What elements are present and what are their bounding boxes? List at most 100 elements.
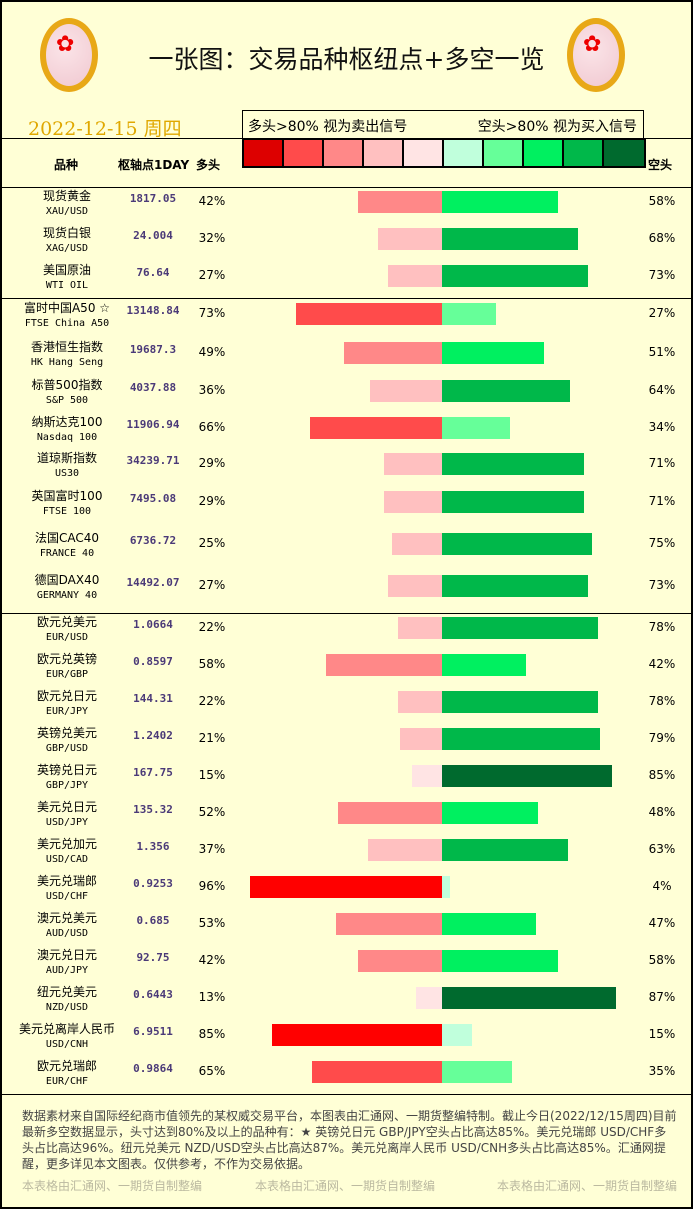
long-percent: 65%	[198, 1064, 226, 1078]
name-en: FTSE China A50	[24, 318, 110, 329]
watermark: 本表格由汇通网、一期货自制整编	[22, 1179, 203, 1193]
name-en: GBP/USD	[45, 743, 89, 754]
short-bar	[442, 765, 612, 787]
name-en: EUR/JPY	[45, 706, 89, 717]
col-short-header: 空头	[648, 158, 673, 172]
short-bar	[442, 380, 570, 402]
pivot-value: 0.8597	[133, 655, 173, 668]
long-bar	[296, 303, 442, 325]
pivot-value: 13148.84	[126, 304, 180, 317]
name-cn: 法国CAC40	[34, 531, 100, 545]
short-bar	[442, 575, 588, 597]
color-scale	[242, 138, 646, 168]
long-percent: 13%	[198, 990, 226, 1004]
long-bar	[388, 575, 442, 597]
long-percent: 49%	[198, 345, 226, 359]
long-percent: 15%	[198, 768, 226, 782]
name-cn: 英镑兑日元	[36, 763, 97, 777]
scale-swatch	[284, 140, 324, 166]
short-bar	[442, 342, 544, 364]
name-cn: 英镑兑美元	[36, 726, 97, 740]
short-percent: 73%	[648, 268, 676, 282]
long-percent: 58%	[198, 657, 226, 671]
short-bar	[442, 417, 510, 439]
instrument-name: 澳元兑日元 AUD/JPY	[0, 948, 134, 978]
short-percent: 78%	[648, 694, 676, 708]
long-percent: 96%	[198, 879, 226, 893]
name-cn: 英国富时100	[31, 489, 103, 503]
short-bar	[442, 228, 578, 250]
short-percent: 4%	[652, 879, 672, 893]
name-cn: 现货黄金	[42, 189, 91, 203]
instrument-name: 法国CAC40 FRANCE 40	[0, 531, 134, 561]
short-bar	[442, 802, 538, 824]
pivot-value: 144.31	[133, 692, 173, 705]
instrument-name: 欧元兑日元 EUR/JPY	[0, 689, 134, 719]
scale-swatch	[604, 140, 644, 166]
legend-right: 空头>80% 视为买入信号	[477, 119, 637, 135]
instrument-name: 欧元兑英镑 EUR/GBP	[0, 652, 134, 682]
long-bar	[358, 950, 442, 972]
name-cn: 美元兑加元	[36, 837, 97, 851]
instrument-name: 美国原油 WTI OIL	[0, 263, 134, 293]
legend-box: 多头>80% 视为卖出信号 空头>80% 视为买入信号	[242, 110, 644, 139]
name-cn: 美元兑离岸人民币	[18, 1022, 115, 1036]
pivot-value: 0.6443	[133, 988, 173, 1001]
pivot-value: 76.64	[136, 266, 170, 279]
pivot-value: 167.75	[133, 766, 173, 779]
long-bar	[400, 728, 442, 750]
instrument-name: 欧元兑瑞郎 EUR/CHF	[0, 1059, 134, 1089]
long-bar	[312, 1061, 442, 1083]
instrument-name: 欧元兑美元 EUR/USD	[0, 615, 134, 645]
short-percent: 79%	[648, 731, 676, 745]
name-cn: 澳元兑日元	[36, 948, 97, 962]
long-bar	[250, 876, 442, 898]
long-bar	[398, 617, 442, 639]
long-percent: 29%	[198, 456, 226, 470]
long-bar	[310, 417, 442, 439]
short-percent: 58%	[648, 953, 676, 967]
scale-swatch	[404, 140, 444, 166]
pivot-value: 92.75	[136, 951, 170, 964]
long-percent: 25%	[198, 536, 226, 550]
name-cn: 欧元兑瑞郎	[36, 1059, 97, 1073]
instrument-name: 澳元兑美元 AUD/USD	[0, 911, 134, 941]
scale-swatch	[364, 140, 404, 166]
name-cn: 欧元兑日元	[36, 689, 97, 703]
watermark: 本表格由汇通网、一期货自制整编	[497, 1179, 678, 1193]
short-bar	[442, 1061, 512, 1083]
instrument-name: 美元兑加元 USD/CAD	[0, 837, 134, 867]
legend-left: 多头>80% 视为卖出信号	[248, 119, 408, 135]
pivot-value: 1.356	[136, 840, 170, 853]
long-bar	[272, 1024, 442, 1046]
watermark: 本表格由汇通网、一期货自制整编	[255, 1179, 436, 1193]
date-label: 2022-12-15 周四	[28, 118, 182, 140]
divider	[0, 613, 693, 614]
name-en: FRANCE 40	[39, 548, 95, 559]
short-percent: 48%	[648, 805, 676, 819]
pivot-value: 7495.08	[129, 492, 177, 505]
long-percent: 42%	[198, 953, 226, 967]
long-bar	[416, 987, 442, 1009]
instrument-name: 美元兑日元 USD/JPY	[0, 800, 134, 830]
name-en: FTSE 100	[42, 506, 92, 517]
divider	[0, 298, 693, 299]
short-bar	[442, 491, 584, 513]
pivot-value: 1.0664	[133, 618, 173, 631]
scale-swatch	[444, 140, 484, 166]
short-percent: 71%	[648, 456, 676, 470]
long-bar	[384, 491, 442, 513]
short-percent: 51%	[648, 345, 676, 359]
long-percent: 37%	[198, 842, 226, 856]
name-en: NZD/USD	[45, 1002, 89, 1013]
name-en: XAG/USD	[45, 243, 89, 254]
name-en: USD/CHF	[45, 891, 89, 902]
short-percent: 68%	[648, 231, 676, 245]
long-bar	[370, 380, 442, 402]
pivot-value: 19687.3	[129, 343, 177, 356]
scale-swatch	[484, 140, 524, 166]
pivot-value: 11906.94	[126, 418, 180, 431]
instrument-name: 纳斯达克100 Nasdaq 100	[0, 415, 134, 445]
long-bar	[368, 839, 442, 861]
pivot-value: 6.9511	[133, 1025, 173, 1038]
